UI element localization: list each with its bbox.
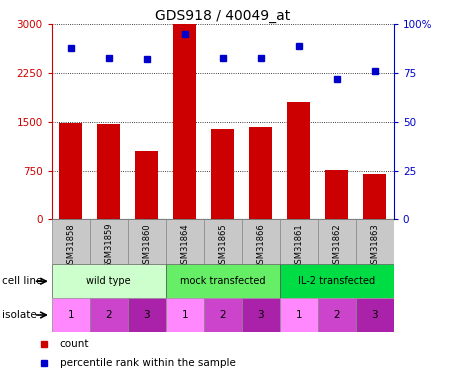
Bar xyxy=(90,219,128,264)
Text: isolate: isolate xyxy=(2,310,37,320)
Bar xyxy=(280,298,318,332)
Text: GSM31859: GSM31859 xyxy=(104,223,113,268)
Bar xyxy=(52,298,90,332)
Bar xyxy=(288,102,310,219)
Text: count: count xyxy=(60,339,89,349)
Bar xyxy=(204,219,242,264)
Text: GSM31863: GSM31863 xyxy=(370,223,379,269)
Bar xyxy=(363,174,386,219)
Bar xyxy=(97,124,120,219)
Bar xyxy=(356,298,394,332)
Text: GSM31860: GSM31860 xyxy=(142,223,151,268)
Bar xyxy=(318,219,356,264)
Text: mock transfected: mock transfected xyxy=(180,276,266,286)
Bar xyxy=(325,170,348,219)
Text: 1: 1 xyxy=(68,310,74,320)
Bar xyxy=(356,219,394,264)
Bar xyxy=(173,24,196,219)
Text: GSM31861: GSM31861 xyxy=(294,223,303,268)
Text: 2: 2 xyxy=(333,310,340,320)
Text: 2: 2 xyxy=(105,310,112,320)
Bar xyxy=(204,298,242,332)
Bar xyxy=(59,123,82,219)
Text: GSM31862: GSM31862 xyxy=(332,223,341,268)
Bar xyxy=(212,129,234,219)
Bar xyxy=(166,219,204,264)
Text: GSM31866: GSM31866 xyxy=(256,223,265,269)
Bar xyxy=(135,151,158,219)
Text: GSM31865: GSM31865 xyxy=(218,223,227,268)
Text: 3: 3 xyxy=(144,310,150,320)
Text: 3: 3 xyxy=(371,310,378,320)
Text: wild type: wild type xyxy=(86,276,131,286)
Bar xyxy=(318,298,356,332)
Text: 3: 3 xyxy=(257,310,264,320)
Bar xyxy=(249,127,272,219)
Text: 2: 2 xyxy=(220,310,226,320)
Text: IL-2 transfected: IL-2 transfected xyxy=(298,276,375,286)
Bar xyxy=(166,298,204,332)
Bar xyxy=(52,264,166,298)
Text: 1: 1 xyxy=(296,310,302,320)
Title: GDS918 / 40049_at: GDS918 / 40049_at xyxy=(155,9,290,23)
Bar xyxy=(242,219,280,264)
Text: 1: 1 xyxy=(181,310,188,320)
Text: GSM31864: GSM31864 xyxy=(180,223,189,268)
Bar xyxy=(166,264,280,298)
Bar xyxy=(280,264,394,298)
Text: GSM31858: GSM31858 xyxy=(66,223,75,268)
Bar xyxy=(90,298,128,332)
Text: percentile rank within the sample: percentile rank within the sample xyxy=(60,358,236,368)
Bar xyxy=(242,298,280,332)
Bar xyxy=(52,219,90,264)
Bar xyxy=(128,219,166,264)
Text: cell line: cell line xyxy=(2,276,43,286)
Bar xyxy=(128,298,166,332)
Bar xyxy=(280,219,318,264)
